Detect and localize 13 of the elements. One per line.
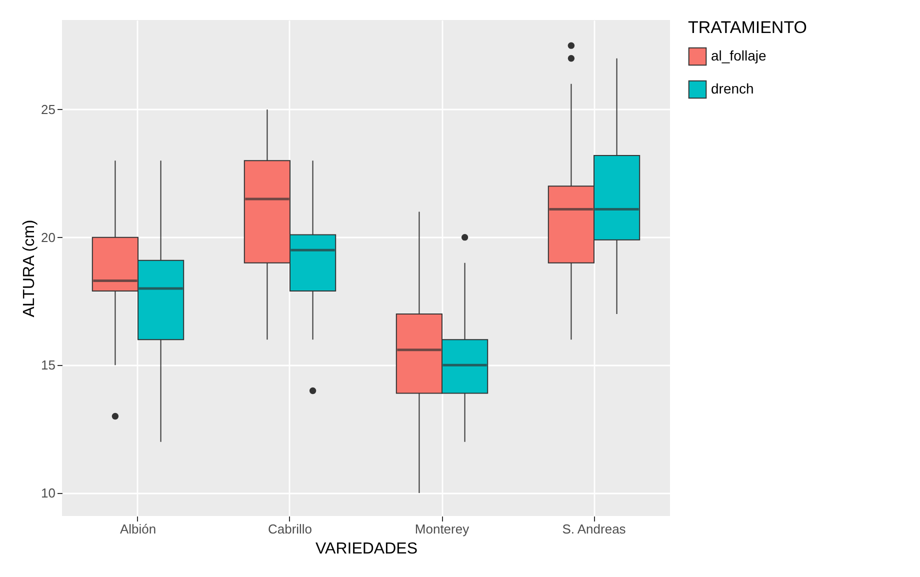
x-tick-label: Monterey: [414, 522, 470, 536]
y-axis-title: ALTURA (cm): [21, 220, 38, 318]
y-tick-label: 15: [41, 358, 56, 373]
x-axis-title: VARIEDADES: [316, 540, 418, 558]
y-tick-label: 10: [41, 485, 56, 500]
y-tick-label: 20: [41, 230, 56, 245]
legend-title: TRATAMIENTO: [688, 18, 807, 37]
y-tick-label: 25: [41, 102, 56, 117]
x-tick-label: S. Andreas: [562, 522, 626, 536]
x-tick-label: Albión: [120, 522, 156, 536]
legend-label: al_follaje: [711, 48, 766, 64]
legend-label: drench: [711, 80, 754, 96]
x-tick-label: Cabrillo: [268, 522, 312, 536]
